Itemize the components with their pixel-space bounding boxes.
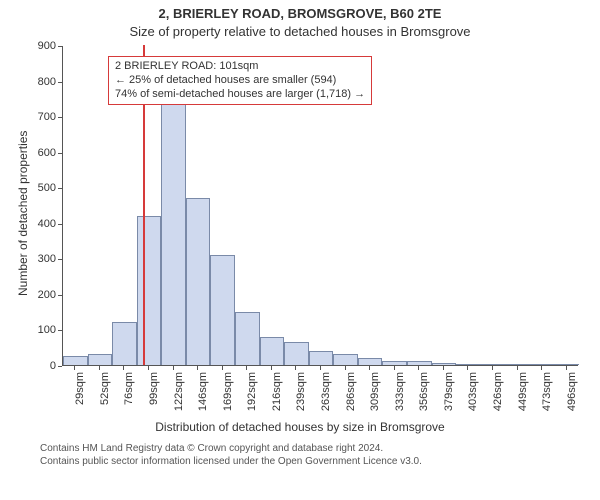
histogram-bar: [382, 361, 407, 365]
x-tick-label: 496sqm: [566, 372, 578, 411]
x-axis-label: Distribution of detached houses by size …: [0, 420, 600, 434]
y-tick-label: 100: [0, 324, 56, 336]
histogram-bar: [284, 342, 309, 365]
y-tick-label: 600: [0, 147, 56, 159]
x-tick-label: 263sqm: [320, 372, 332, 411]
histogram-bar: [186, 198, 211, 365]
y-tick-label: 900: [0, 40, 56, 52]
histogram-bar: [63, 356, 88, 365]
x-tick-label: 286sqm: [345, 372, 357, 411]
page-title-line2: Size of property relative to detached ho…: [0, 24, 600, 39]
histogram-bar: [554, 364, 579, 365]
histogram-bar: [407, 361, 432, 365]
y-tick-label: 200: [0, 289, 56, 301]
histogram-bar: [432, 363, 457, 365]
histogram-bar: [235, 312, 260, 365]
y-tick-label: 500: [0, 182, 56, 194]
x-tick-label: 146sqm: [197, 372, 209, 411]
histogram-bar: [161, 98, 186, 365]
x-tick-label: 426sqm: [492, 372, 504, 411]
histogram-bar: [505, 364, 530, 365]
y-tick-label: 0: [0, 360, 56, 372]
x-tick-label: 333sqm: [394, 372, 406, 411]
x-tick-label: 449sqm: [517, 372, 529, 411]
y-tick-label: 800: [0, 76, 56, 88]
x-tick-label: 29sqm: [74, 372, 86, 405]
x-tick-label: 239sqm: [295, 372, 307, 411]
histogram-bar: [530, 364, 555, 365]
histogram-bar: [358, 358, 383, 365]
histogram-bar: [260, 337, 285, 365]
histogram-bar: [112, 322, 137, 365]
x-tick-label: 192sqm: [246, 372, 258, 411]
x-tick-label: 356sqm: [418, 372, 430, 411]
x-tick-label: 169sqm: [222, 372, 234, 411]
x-tick-label: 122sqm: [173, 372, 185, 411]
histogram-bar: [137, 216, 162, 365]
annotation-box: 2 BRIERLEY ROAD: 101sqm ← 25% of detache…: [108, 56, 372, 105]
x-tick-label: 473sqm: [541, 372, 553, 411]
y-tick-label: 300: [0, 253, 56, 265]
annotation-line1: 2 BRIERLEY ROAD: 101sqm: [115, 60, 365, 74]
footer-line1: Contains HM Land Registry data © Crown c…: [40, 442, 592, 455]
x-tick-label: 403sqm: [467, 372, 479, 411]
x-tick-label: 99sqm: [148, 372, 160, 405]
histogram-bar: [88, 354, 113, 365]
annotation-line3: 74% of semi-detached houses are larger (…: [115, 88, 365, 102]
footer-line2: Contains public sector information licen…: [40, 455, 592, 468]
histogram-bar: [210, 255, 235, 365]
x-tick-label: 379sqm: [443, 372, 455, 411]
x-axis-ticks: 29sqm 52sqm 76sqm 99sqm 122sqm 146sqm 169sqm 19…: [62, 366, 578, 420]
x-tick-label: 216sqm: [271, 372, 283, 411]
histogram-bar: [456, 364, 481, 365]
x-tick-label: 309sqm: [369, 372, 381, 411]
histogram-bar: [481, 364, 506, 365]
y-tick-label: 700: [0, 111, 56, 123]
histogram-bar: [309, 351, 334, 365]
annotation-line2: ← 25% of detached houses are smaller (59…: [115, 74, 365, 88]
footer-attribution: Contains HM Land Registry data © Crown c…: [40, 442, 592, 468]
x-tick-label: 76sqm: [123, 372, 135, 405]
page-title-line1: 2, BRIERLEY ROAD, BROMSGROVE, B60 2TE: [0, 6, 600, 21]
y-tick-label: 400: [0, 218, 56, 230]
histogram-bar: [333, 354, 358, 365]
x-tick-label: 52sqm: [99, 372, 111, 405]
